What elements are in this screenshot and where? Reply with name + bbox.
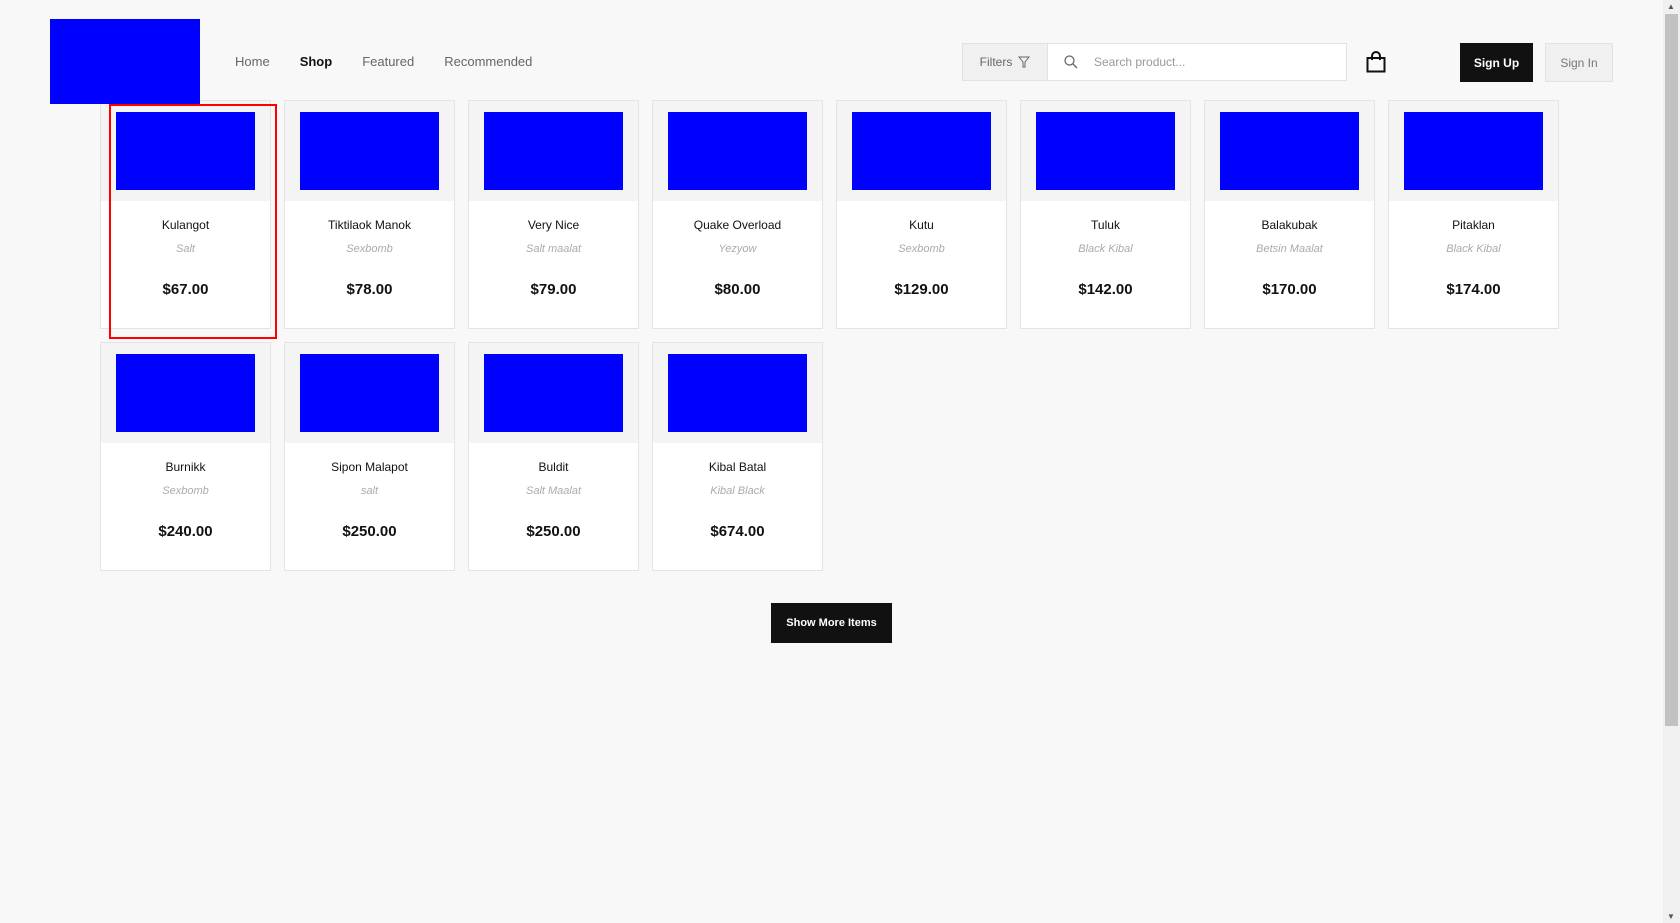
product-card[interactable]: Pitaklan Black Kibal $174.00 bbox=[1388, 100, 1559, 329]
product-price: $80.00 bbox=[714, 281, 761, 298]
product-price: $67.00 bbox=[162, 281, 209, 298]
product-name: Buldit bbox=[538, 460, 569, 474]
scrollbar-thumb[interactable] bbox=[1665, 14, 1678, 726]
nav-featured[interactable]: Featured bbox=[362, 54, 415, 69]
filters-label: Filters bbox=[979, 55, 1013, 69]
product-brand: Yezyow bbox=[718, 243, 757, 255]
product-price: $674.00 bbox=[710, 523, 765, 540]
search-input[interactable]: Search product... bbox=[1047, 43, 1347, 81]
product-price: $78.00 bbox=[346, 281, 393, 298]
product-brand: Betsin Maalat bbox=[1256, 243, 1323, 255]
product-name: Very Nice bbox=[527, 218, 580, 232]
product-card[interactable]: Balakubak Betsin Maalat $170.00 bbox=[1204, 100, 1375, 329]
product-image bbox=[116, 354, 255, 432]
product-card[interactable]: Sipon Malapot salt $250.00 bbox=[284, 342, 455, 571]
product-card[interactable]: Very Nice Salt maalat $79.00 bbox=[468, 100, 639, 329]
product-image-area bbox=[285, 101, 454, 201]
sign-in-button[interactable]: Sign In bbox=[1545, 43, 1613, 82]
product-image-area bbox=[653, 101, 822, 201]
product-name: Tuluk bbox=[1091, 218, 1120, 232]
product-image-area bbox=[469, 101, 638, 201]
product-image bbox=[1404, 112, 1543, 190]
product-image bbox=[300, 112, 439, 190]
product-image-area bbox=[1021, 101, 1190, 201]
product-image-area bbox=[837, 101, 1006, 201]
product-grid: Kulangot Salt $67.00 Tiktilaok Manok Sex… bbox=[100, 100, 1570, 571]
product-brand: Salt bbox=[176, 243, 195, 255]
product-price: $250.00 bbox=[526, 523, 581, 540]
main-nav: Home Shop Featured Recommended bbox=[235, 54, 532, 69]
product-brand: Kibal Black bbox=[710, 485, 765, 497]
product-price: $129.00 bbox=[894, 281, 949, 298]
product-image bbox=[1036, 112, 1175, 190]
product-image-area bbox=[101, 343, 270, 443]
filters-button[interactable]: Filters bbox=[962, 43, 1048, 81]
product-card[interactable]: Buldit Salt Maalat $250.00 bbox=[468, 342, 639, 571]
product-brand: salt bbox=[360, 485, 379, 497]
product-brand: Salt Maalat bbox=[525, 485, 582, 497]
nav-home[interactable]: Home bbox=[235, 54, 270, 69]
product-name: Sipon Malapot bbox=[331, 460, 408, 474]
product-brand: Sexbomb bbox=[346, 243, 393, 255]
product-image bbox=[300, 354, 439, 432]
shopping-bag-icon[interactable] bbox=[1366, 51, 1386, 73]
product-name: Balakubak bbox=[1261, 218, 1318, 232]
product-price: $142.00 bbox=[1078, 281, 1133, 298]
product-brand: Salt maalat bbox=[525, 243, 582, 255]
product-brand: Sexbomb bbox=[898, 243, 945, 255]
product-name: Kutu bbox=[909, 218, 934, 232]
product-brand: Sexbomb bbox=[162, 485, 209, 497]
product-name: Kibal Batal bbox=[708, 460, 767, 474]
sign-up-button[interactable]: Sign Up bbox=[1460, 43, 1533, 82]
product-image-area bbox=[653, 343, 822, 443]
scroll-down-icon[interactable]: ▼ bbox=[1667, 912, 1675, 921]
product-card[interactable]: Burnikk Sexbomb $240.00 bbox=[100, 342, 271, 571]
search-placeholder: Search product... bbox=[1094, 55, 1186, 69]
product-card[interactable]: Kutu Sexbomb $129.00 bbox=[836, 100, 1007, 329]
scrollbar[interactable]: ▲ ▼ bbox=[1663, 0, 1680, 923]
product-card[interactable]: Tuluk Black Kibal $142.00 bbox=[1020, 100, 1191, 329]
search-icon bbox=[1064, 55, 1078, 69]
product-brand: Black Kibal bbox=[1078, 243, 1133, 255]
product-price: $79.00 bbox=[530, 281, 577, 298]
product-name: Kulangot bbox=[161, 218, 210, 232]
logo[interactable] bbox=[50, 19, 200, 104]
product-name: Burnikk bbox=[165, 460, 206, 474]
product-image bbox=[116, 112, 255, 190]
product-price: $174.00 bbox=[1446, 281, 1501, 298]
product-image bbox=[668, 354, 807, 432]
product-image-area bbox=[285, 343, 454, 443]
product-image-area bbox=[1389, 101, 1558, 201]
show-more-button[interactable]: Show More Items bbox=[771, 603, 892, 643]
product-name: Quake Overload bbox=[693, 218, 782, 232]
product-price: $240.00 bbox=[158, 523, 213, 540]
product-price: $250.00 bbox=[342, 523, 397, 540]
product-image bbox=[1220, 112, 1359, 190]
product-card[interactable]: Tiktilaok Manok Sexbomb $78.00 bbox=[284, 100, 455, 329]
product-name: Tiktilaok Manok bbox=[328, 218, 411, 232]
nav-recommended[interactable]: Recommended bbox=[444, 54, 533, 69]
nav-shop[interactable]: Shop bbox=[299, 54, 333, 69]
product-image bbox=[852, 112, 991, 190]
filter-icon bbox=[1018, 56, 1031, 68]
product-card[interactable]: Kulangot Salt $67.00 bbox=[100, 100, 277, 339]
product-price: $170.00 bbox=[1262, 281, 1317, 298]
product-image-area bbox=[101, 101, 270, 201]
scroll-up-icon[interactable]: ▲ bbox=[1667, 2, 1675, 11]
product-card[interactable]: Quake Overload Yezyow $80.00 bbox=[652, 100, 823, 329]
product-image bbox=[484, 354, 623, 432]
product-image bbox=[668, 112, 807, 190]
product-image-area bbox=[469, 343, 638, 443]
product-image bbox=[484, 112, 623, 190]
product-card[interactable]: Kibal Batal Kibal Black $674.00 bbox=[652, 342, 823, 571]
product-brand: Black Kibal bbox=[1446, 243, 1501, 255]
product-image-area bbox=[1205, 101, 1374, 201]
product-name: Pitaklan bbox=[1452, 218, 1495, 232]
